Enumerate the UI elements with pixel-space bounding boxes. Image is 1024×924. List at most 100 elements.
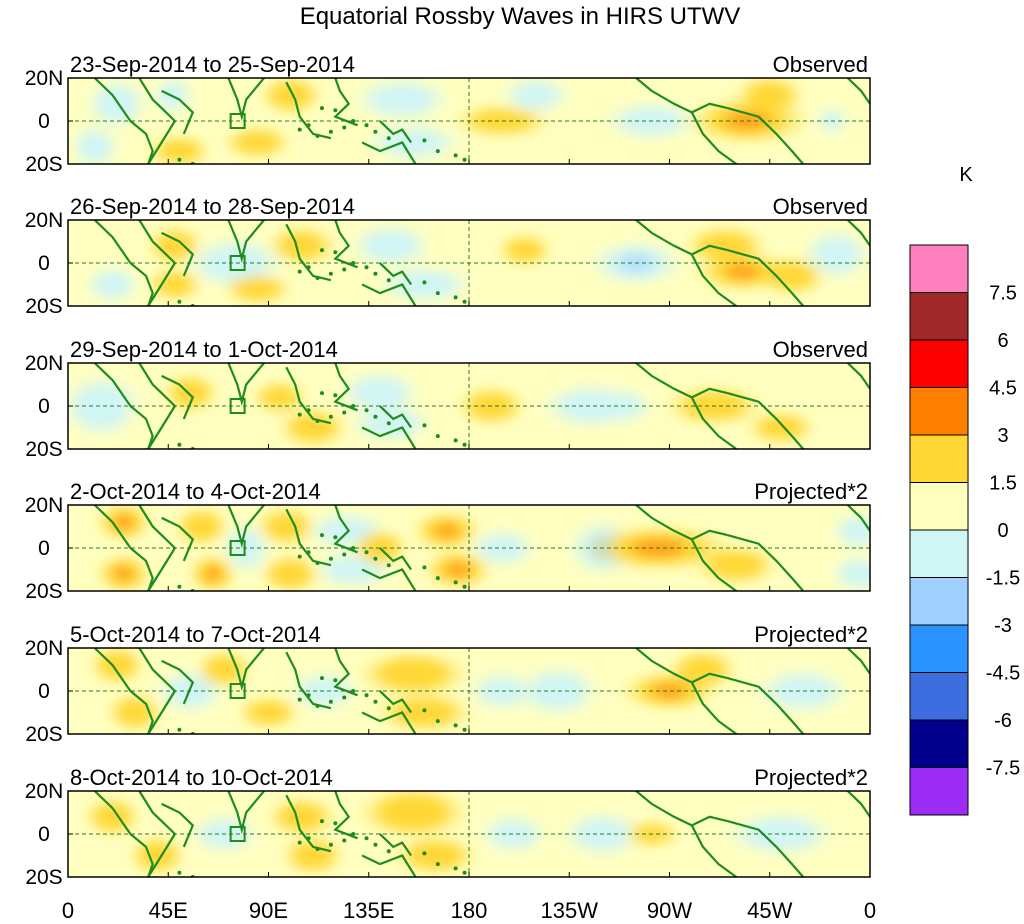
anomaly-field [91, 648, 849, 730]
coastline [727, 677, 805, 734]
island [297, 554, 302, 559]
y-tick-label: 20N [25, 209, 64, 232]
coastline [690, 538, 737, 591]
panel-plot-area [68, 505, 870, 591]
island [453, 295, 458, 300]
anomaly-halo [261, 78, 320, 113]
x-tick-label: 0 [864, 898, 876, 923]
coastline [227, 78, 265, 122]
coastline [93, 648, 154, 734]
island [364, 265, 369, 270]
anomaly-halo [833, 556, 870, 591]
anomaly-halo [737, 78, 803, 113]
anomaly-field [86, 225, 869, 304]
island [422, 138, 427, 143]
island [177, 442, 182, 447]
coastline [227, 363, 265, 407]
anomaly-halo [414, 513, 480, 549]
anomaly-halo [175, 509, 228, 544]
x-tick-label: 45W [747, 898, 792, 923]
island [453, 580, 458, 585]
anomaly-halo [503, 78, 569, 113]
island [319, 248, 324, 253]
coastline [361, 426, 417, 449]
coastline [690, 396, 737, 449]
island [462, 727, 467, 732]
anomaly-halo [253, 382, 306, 412]
island [364, 550, 369, 555]
panel-plot-area [68, 791, 870, 877]
colorbar-swatch [909, 292, 969, 341]
coastline [690, 681, 737, 734]
coastline [846, 363, 870, 390]
colorbar-tick-label: -6 [994, 710, 1012, 732]
colorbar-swatch [909, 244, 969, 293]
island [386, 563, 391, 568]
panel-2: 26-Sep-2014 to 28-Sep-2014 Observed 20N 0 20… [25, 194, 871, 318]
island [297, 412, 302, 417]
anomaly-halo [87, 80, 147, 128]
anomaly-halo [225, 127, 290, 158]
panel-plot-area [68, 648, 870, 734]
coastline [227, 791, 265, 835]
island [351, 261, 356, 265]
island [297, 697, 302, 702]
anomaly-halo [86, 267, 139, 302]
island [177, 299, 182, 304]
anomaly-halo [697, 547, 776, 583]
anomaly-halo [833, 513, 870, 549]
coastline [138, 791, 177, 877]
island [435, 291, 440, 296]
island [306, 265, 311, 270]
panel-date-range: 2-Oct-2014 to 4-Oct-2014 [70, 479, 321, 504]
coastline [379, 547, 413, 571]
coastline [361, 711, 417, 734]
anomaly-halo [804, 231, 869, 278]
panel-6: 8-Oct-2014 to 10-Oct-2014 Projected*2 20N 0… [25, 765, 871, 889]
anomaly-halo [361, 791, 465, 836]
coastline [361, 283, 417, 306]
island [435, 149, 440, 154]
panel-plot-area [68, 220, 870, 306]
island [319, 106, 324, 111]
island [315, 419, 320, 424]
anomaly-halo [356, 79, 448, 120]
island [351, 404, 356, 408]
island [453, 153, 458, 158]
coastline [333, 648, 358, 697]
coastline [690, 824, 737, 877]
anomaly-halo [261, 556, 320, 591]
colorbar-tick-label: 0 [997, 520, 1008, 542]
coastline [727, 534, 805, 591]
island [328, 414, 333, 419]
y-tick-label: 20S [25, 866, 62, 889]
coastline [161, 231, 195, 277]
island [364, 693, 369, 698]
island [422, 423, 427, 428]
y-tick-label: 20S [25, 295, 62, 318]
coastline [333, 220, 358, 269]
coastline [635, 648, 728, 684]
coastline [846, 505, 870, 532]
coastline [846, 78, 870, 105]
anomaly-halo [670, 652, 736, 687]
x-tick-label: 135W [541, 898, 599, 923]
island [386, 278, 391, 283]
island [333, 393, 338, 398]
y-tick-label: 20N [25, 67, 64, 90]
x-tick-label: 0 [62, 898, 74, 923]
island [342, 838, 347, 843]
coastline [635, 791, 728, 827]
panel-3: 29-Sep-2014 to 1-Oct-2014 Observed 20N 0 20S [25, 337, 871, 461]
colorbar: K 7.5 6 4.5 3 1.5 0 -1.5 -3 -4.5 -6 -7.5 [909, 164, 1020, 816]
y-tick-label: 20S [25, 153, 62, 176]
coastline [138, 78, 177, 164]
island [319, 676, 324, 681]
coastline [93, 363, 154, 449]
coastline [333, 363, 358, 412]
coastline [379, 690, 413, 714]
anomaly-halo [379, 695, 470, 730]
colorbar-swatch [909, 719, 969, 768]
anomaly-halo [108, 695, 161, 730]
